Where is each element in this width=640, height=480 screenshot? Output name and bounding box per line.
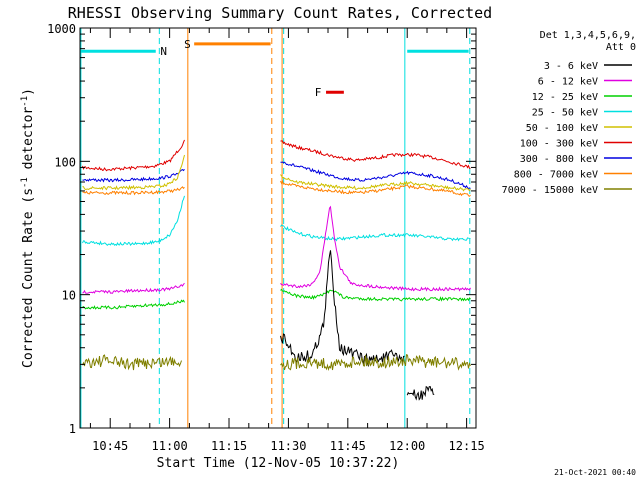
legend-entry-label: 3 - 6 keV [544, 61, 598, 72]
x-tick-label: 11:30 [270, 439, 306, 453]
footer-date: 21-Oct-2021 00:40 [554, 468, 636, 477]
series-6-12-kev-segment-0 [82, 282, 185, 294]
series-7000-15000-kev-segment-0 [82, 354, 182, 371]
x-tick-label: 11:15 [211, 439, 247, 453]
legend-entry-label: 6 - 12 keV [538, 77, 598, 88]
legend-entry-label: 7000 - 15000 keV [502, 185, 598, 196]
series-300-800-kev-segment-0 [82, 168, 185, 183]
state-label-f: F [315, 86, 322, 99]
y-axis-label: Corrected Count Rate (s-1 detector-1) [20, 88, 36, 368]
series-6-12-kev-segment-1 [280, 205, 471, 292]
legend-header-1: Att 0 [606, 42, 636, 53]
legend-entry-label: 25 - 50 keV [532, 108, 598, 119]
y-tick-label: 100 [54, 155, 76, 169]
legend-entry-label: 800 - 7000 keV [514, 170, 598, 181]
x-tick-label: 12:15 [449, 439, 485, 453]
series-12-25-kev-segment-1 [280, 288, 471, 302]
state-transition-lines [80, 28, 471, 428]
series-100-300-kev-segment-0 [82, 139, 185, 172]
y-tick-label: 1000 [47, 22, 76, 36]
x-axis-ticks: 10:45 11:00 11:15 11:30 11:45 12:00 12:15 [89, 28, 485, 453]
series-lines [82, 139, 471, 401]
x-tick-label: 12:00 [389, 439, 425, 453]
y-tick-label: 10 [62, 289, 76, 303]
legend-entry-label: 12 - 25 keV [532, 92, 598, 103]
series-300-800-kev-segment-1 [280, 161, 471, 190]
chart-title: RHESSI Observing Summary Count Rates, Co… [68, 4, 492, 22]
series-3-6-kev-segment-1 [406, 385, 435, 401]
series-12-25-kev-segment-0 [82, 299, 185, 310]
x-tick-label: 11:45 [330, 439, 366, 453]
y-tick-label: 1 [69, 422, 76, 436]
series-50-100-kev-segment-1 [280, 174, 471, 192]
legend-entry-label: 100 - 300 keV [520, 139, 598, 150]
series-800-7000-kev-segment-1 [280, 179, 471, 197]
legend-entry-label: 50 - 100 keV [526, 123, 598, 134]
series-3-6-kev-segment-0 [280, 250, 405, 367]
state-label-s: S [184, 38, 191, 51]
legend-header-0: Det 1,3,4,5,6,9, [540, 30, 636, 41]
series-25-50-kev-segment-0 [82, 195, 185, 246]
x-axis-label: Start Time (12-Nov-05 10:37:22) [157, 456, 400, 471]
state-label-n: N [160, 45, 167, 58]
x-tick-label: 11:00 [152, 439, 188, 453]
state-bars: N S F [80, 38, 469, 99]
x-tick-label: 10:45 [92, 439, 128, 453]
legend: Det 1,3,4,5,6,9,Att 0 3 - 6 keV 6 - 12 keV… [502, 30, 636, 196]
legend-entry-label: 300 - 800 keV [520, 154, 598, 165]
series-800-7000-kev-segment-0 [82, 186, 185, 196]
series-100-300-kev-segment-1 [280, 140, 471, 169]
series-25-50-kev-segment-1 [280, 224, 471, 242]
y-axis-ticks: 1000 100 10 1 [47, 22, 476, 436]
series-50-100-kev-segment-0 [82, 154, 185, 191]
series-7000-15000-kev-segment-1 [280, 353, 471, 372]
plot-frame [79, 27, 477, 429]
